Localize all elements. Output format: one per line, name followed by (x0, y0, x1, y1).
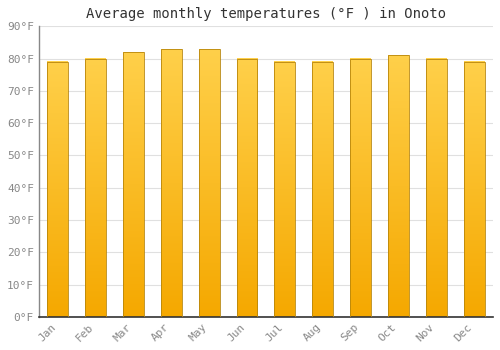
Bar (464, 62, 484, 317)
Title: Average monthly temperatures (°F ) in Onoto: Average monthly temperatures (°F ) in On… (86, 7, 446, 21)
Bar (161, 49, 182, 317)
Bar (312, 62, 333, 317)
Bar (85, 58, 106, 317)
Bar (426, 58, 446, 317)
Bar (48, 62, 68, 317)
Bar (350, 58, 371, 317)
Bar (198, 49, 220, 317)
Bar (274, 62, 295, 317)
Bar (123, 52, 144, 317)
Bar (236, 58, 258, 317)
Bar (388, 55, 409, 317)
